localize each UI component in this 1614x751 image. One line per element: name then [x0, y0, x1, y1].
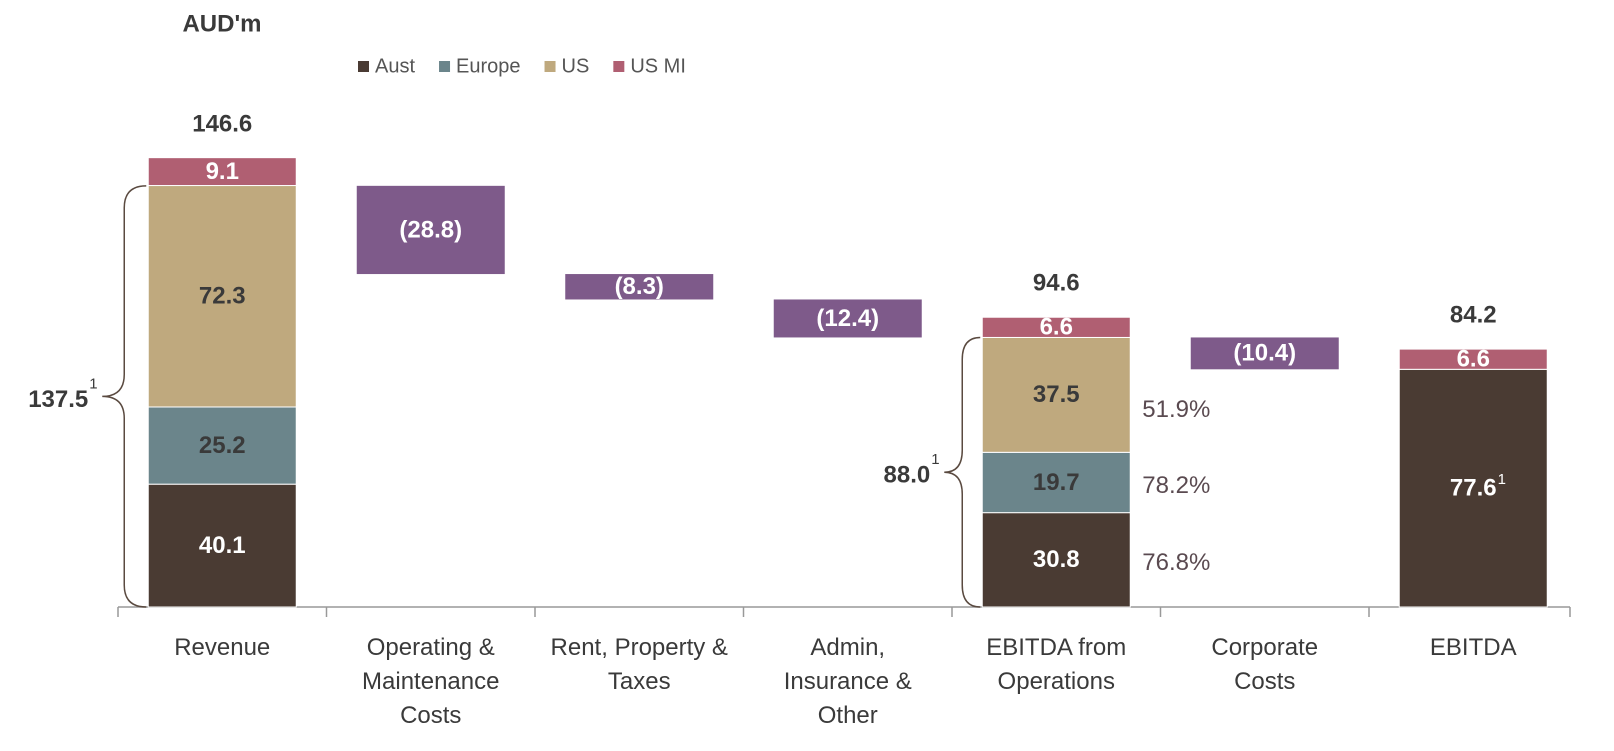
- legend-label: US MI: [630, 55, 686, 77]
- change-bar: [773, 299, 922, 338]
- chart-title: AUD'm: [182, 10, 261, 37]
- bar-segment: [981, 316, 1131, 338]
- total-label: 84.2: [1450, 301, 1497, 328]
- bracket: [944, 336, 981, 608]
- x-tick-label: Rent, Property & Taxes: [550, 634, 728, 695]
- legend-label: US: [562, 55, 590, 77]
- bar-label: 19.7: [1033, 469, 1080, 496]
- x-tick-label: EBITDA from Operations: [986, 634, 1127, 695]
- bar-label: 77.6: [1450, 474, 1497, 501]
- change-label: (10.4): [1233, 340, 1296, 367]
- bracket: [102, 185, 147, 608]
- change-label: (8.3): [615, 273, 664, 300]
- x-tick-label: EBITDA: [1429, 634, 1517, 661]
- x-tick-label: Admin, Insurance & Other: [783, 634, 912, 729]
- x-tick-label: Revenue: [174, 634, 271, 661]
- bar-label: 6.6: [1457, 346, 1490, 373]
- margin-label: 51.9%: [1142, 396, 1210, 423]
- legend-label: Aust: [375, 55, 415, 77]
- legend-swatch: [358, 61, 369, 72]
- footnote: 1: [1498, 471, 1506, 488]
- bar-label: 30.8: [1033, 546, 1080, 573]
- bracket-label: 88.0: [884, 462, 931, 489]
- margin-label: 76.8%: [1142, 549, 1210, 576]
- bar-segment: [147, 406, 297, 485]
- footnote: 1: [931, 451, 939, 468]
- bar-label: 40.1: [199, 532, 246, 559]
- change-bar: [1190, 337, 1339, 370]
- margin-label: 78.2%: [1142, 472, 1210, 499]
- legend-swatch: [439, 61, 451, 72]
- bar-segment: [1398, 348, 1548, 370]
- bar-segment: [147, 157, 297, 187]
- change-bar: [356, 185, 505, 275]
- bar-label: 37.5: [1033, 381, 1080, 408]
- change-label: (12.4): [816, 305, 879, 332]
- bar-label: 25.2: [199, 432, 246, 459]
- change-label: (28.8): [399, 216, 462, 243]
- legend-label: Europe: [456, 55, 521, 77]
- x-tick-label: Operating & Maintenance Costs: [362, 634, 500, 729]
- bracket-label: 137.5: [28, 386, 88, 413]
- bar-segment: [1398, 368, 1548, 608]
- bar-label: 72.3: [199, 283, 246, 310]
- legend-swatch: [544, 61, 556, 72]
- total-label: 94.6: [1033, 270, 1080, 297]
- bar-segment: [147, 483, 297, 608]
- bar-segment: [981, 451, 1131, 514]
- x-tick-label: Corporate Costs: [1211, 634, 1319, 695]
- legend-swatch: [613, 61, 625, 72]
- bar-segment: [147, 185, 297, 408]
- change-bar: [565, 274, 714, 300]
- total-label: 146.6: [192, 110, 252, 137]
- bar-label: 9.1: [206, 158, 239, 185]
- bar-label: 6.6: [1040, 314, 1073, 341]
- footnote: 1: [89, 375, 97, 392]
